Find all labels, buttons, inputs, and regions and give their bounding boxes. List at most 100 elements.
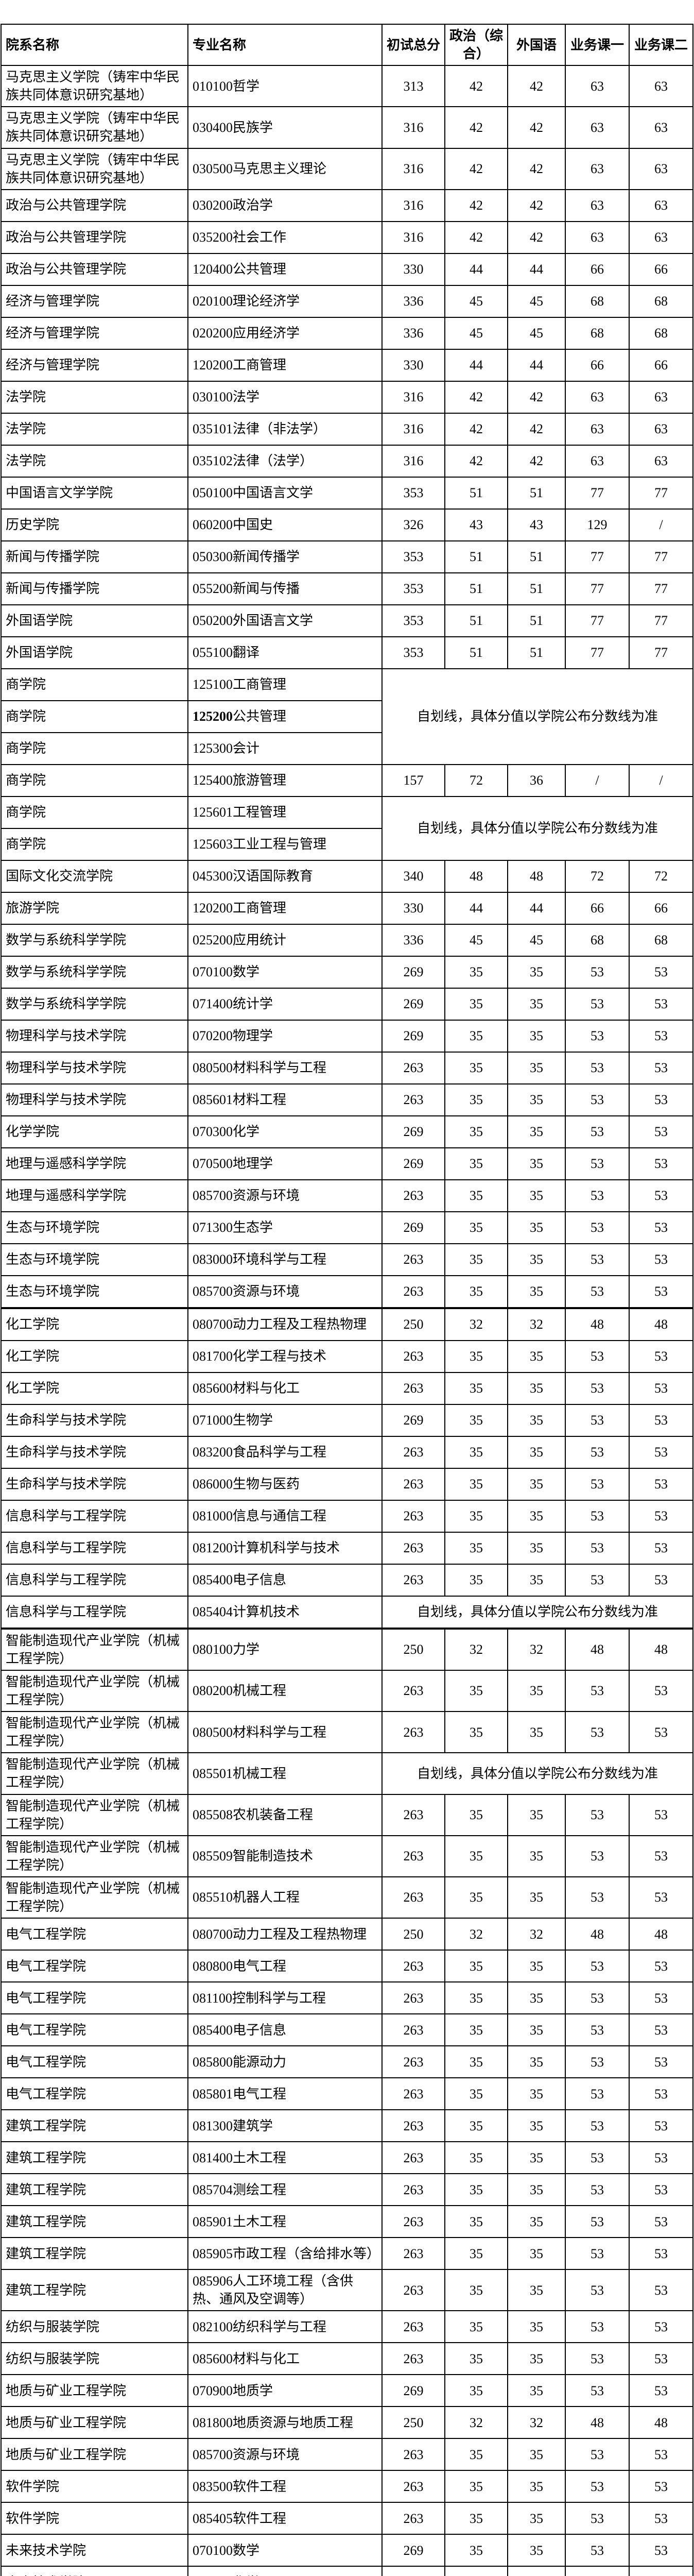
college-cell: 法学院: [1, 444, 188, 478]
score-cell: 42: [444, 444, 508, 478]
score-cell: 42: [507, 380, 566, 414]
major-cell: 120400公共管理: [187, 252, 383, 286]
score-cell: 330: [381, 348, 445, 382]
score-cell: 53: [565, 2374, 630, 2408]
header-course2: 业务课二: [629, 23, 693, 66]
score-cell: 336: [381, 316, 445, 350]
score-cell: 35: [444, 1179, 508, 1212]
score-cell: 263: [381, 1531, 445, 1565]
college-cell: 生命科学与技术学院: [1, 1403, 188, 1437]
table-row: 建筑工程学院 085704测绘工程 263 35 35 53 53: [1, 2173, 693, 2207]
score-cell: 53: [629, 1950, 693, 1983]
score-cell: 53: [629, 2109, 693, 2143]
major-cell: 080700动力工程及工程热物理: [187, 1307, 383, 1341]
major-cell: 070300化学: [187, 1115, 383, 1148]
major-cell: 083000环境科学与工程: [187, 1243, 383, 1276]
major-cell: 125603工业工程与管理: [187, 827, 383, 861]
score-cell: 68: [629, 284, 693, 318]
score-cell: 44: [444, 252, 508, 286]
score-cell: 353: [381, 636, 445, 669]
score-cell: 35: [507, 1835, 566, 1877]
score-cell: 35: [444, 2077, 508, 2111]
table-row: 智能制造现代产业学院（机械工程学院） 085509智能制造技术 263 35 35 53 5…: [1, 1835, 693, 1877]
table-row: 地理与遥感科学学院 085700资源与环境 263 35 35 53 53: [1, 1179, 693, 1212]
score-cell: 35: [444, 2237, 508, 2270]
college-cell: 商学院: [1, 700, 188, 733]
score-cell: 51: [444, 604, 508, 637]
score-cell: 63: [565, 444, 630, 478]
score-cell: 35: [507, 2269, 566, 2312]
score-cell: 66: [565, 891, 630, 925]
college-cell: 政治与公共管理学院: [1, 189, 188, 222]
table-row: 软件学院 083500软件工程 263 35 35 53 53: [1, 2470, 693, 2503]
score-cell: 35: [444, 1467, 508, 1501]
score-cell: 53: [565, 2173, 630, 2207]
score-cell: 53: [565, 1340, 630, 1373]
score-cell: 35: [507, 1435, 566, 1469]
table-row: 智能制造现代产业学院（机械工程学院） 080500材料科学与工程 263 35 35 53…: [1, 1711, 693, 1754]
major-cell: 081800地质资源与地质工程: [187, 2406, 383, 2439]
score-cell: 53: [565, 1499, 630, 1533]
score-cell: 35: [444, 1083, 508, 1116]
table-row: 信息科学与工程学院 081200计算机科学与技术 263 35 35 53 53: [1, 1531, 693, 1565]
score-cell: 269: [381, 2566, 445, 2576]
college-cell: 电气工程学院: [1, 1950, 188, 1983]
score-cell: 53: [565, 1243, 630, 1276]
score-cell: 48: [629, 1307, 693, 1341]
college-cell: 数学与系统科学学院: [1, 923, 188, 957]
score-cell: 45: [444, 316, 508, 350]
score-cell: 35: [444, 1563, 508, 1597]
score-cell: 35: [444, 2269, 508, 2312]
college-cell: 建筑工程学院: [1, 2173, 188, 2207]
table-row: 数学与系统科学学院 070100数学 269 35 35 53 53: [1, 955, 693, 989]
table-row: 经济与管理学院 120200工商管理 330 44 44 66 66: [1, 348, 693, 382]
major-cell: 050100中国语言文学: [187, 476, 383, 510]
table-row: 物理科学与技术学院 080500材料科学与工程 263 35 35 53 53: [1, 1051, 693, 1084]
score-cell: 53: [565, 2141, 630, 2175]
major-cell: 080700动力工程及工程热物理: [187, 1918, 383, 1951]
major-cell: 083500软件工程: [187, 2470, 383, 2503]
score-cell: 53: [629, 1243, 693, 1276]
score-cell: 42: [507, 444, 566, 478]
score-cell: 35: [507, 1793, 566, 1836]
score-cell: 35: [444, 1876, 508, 1919]
major-cell: 085600材料与化工: [187, 2342, 383, 2376]
table-row: 经济与管理学院 020100理论经济学 336 45 45 68 68: [1, 284, 693, 318]
table-row: 建筑工程学院 081400土木工程 263 35 35 53 53: [1, 2141, 693, 2175]
college-cell: 建筑工程学院: [1, 2269, 188, 2312]
college-cell: 智能制造现代产业学院（机械工程学院）: [1, 1711, 188, 1754]
score-cell: 53: [629, 2374, 693, 2408]
score-cell: 32: [444, 1918, 508, 1951]
header-politics: 政治（综合）: [444, 23, 508, 66]
major-cell: 085405软件工程: [187, 2502, 383, 2535]
score-cell: 35: [444, 2141, 508, 2175]
score-cell: 35: [507, 1981, 566, 2015]
table-row: 政治与公共管理学院 120400公共管理 330 44 44 66 66: [1, 252, 693, 286]
score-cell: 35: [444, 2374, 508, 2408]
score-cell: 53: [629, 2566, 693, 2576]
score-cell: 53: [565, 2109, 630, 2143]
score-cell: 45: [444, 923, 508, 957]
score-cell: 51: [507, 604, 566, 637]
major-cell: 085400电子信息: [187, 1563, 383, 1597]
score-cell: 35: [507, 2173, 566, 2207]
major-cell: 020100理论经济学: [187, 284, 383, 318]
score-cell: 53: [565, 2013, 630, 2047]
college-cell: 商学院: [1, 827, 188, 861]
major-cell: 030400民族学: [187, 106, 383, 149]
score-cell: 35: [507, 2077, 566, 2111]
score-cell: 32: [507, 1627, 566, 1671]
score-cell: 53: [629, 2438, 693, 2471]
table-row: 信息科学与工程学院 085400电子信息 263 35 35 53 53: [1, 1563, 693, 1597]
score-cell: 35: [507, 1499, 566, 1533]
score-cell: 35: [444, 1340, 508, 1373]
score-cell: 63: [565, 380, 630, 414]
score-cell: 263: [381, 2141, 445, 2175]
score-cell: 53: [565, 1563, 630, 1597]
major-cell: 055100翻译: [187, 636, 383, 669]
score-cell: 35: [444, 2534, 508, 2567]
score-cell: 53: [629, 2205, 693, 2239]
score-cell: 35: [507, 2045, 566, 2079]
major-cell: 081700化学工程与技术: [187, 1340, 383, 1373]
